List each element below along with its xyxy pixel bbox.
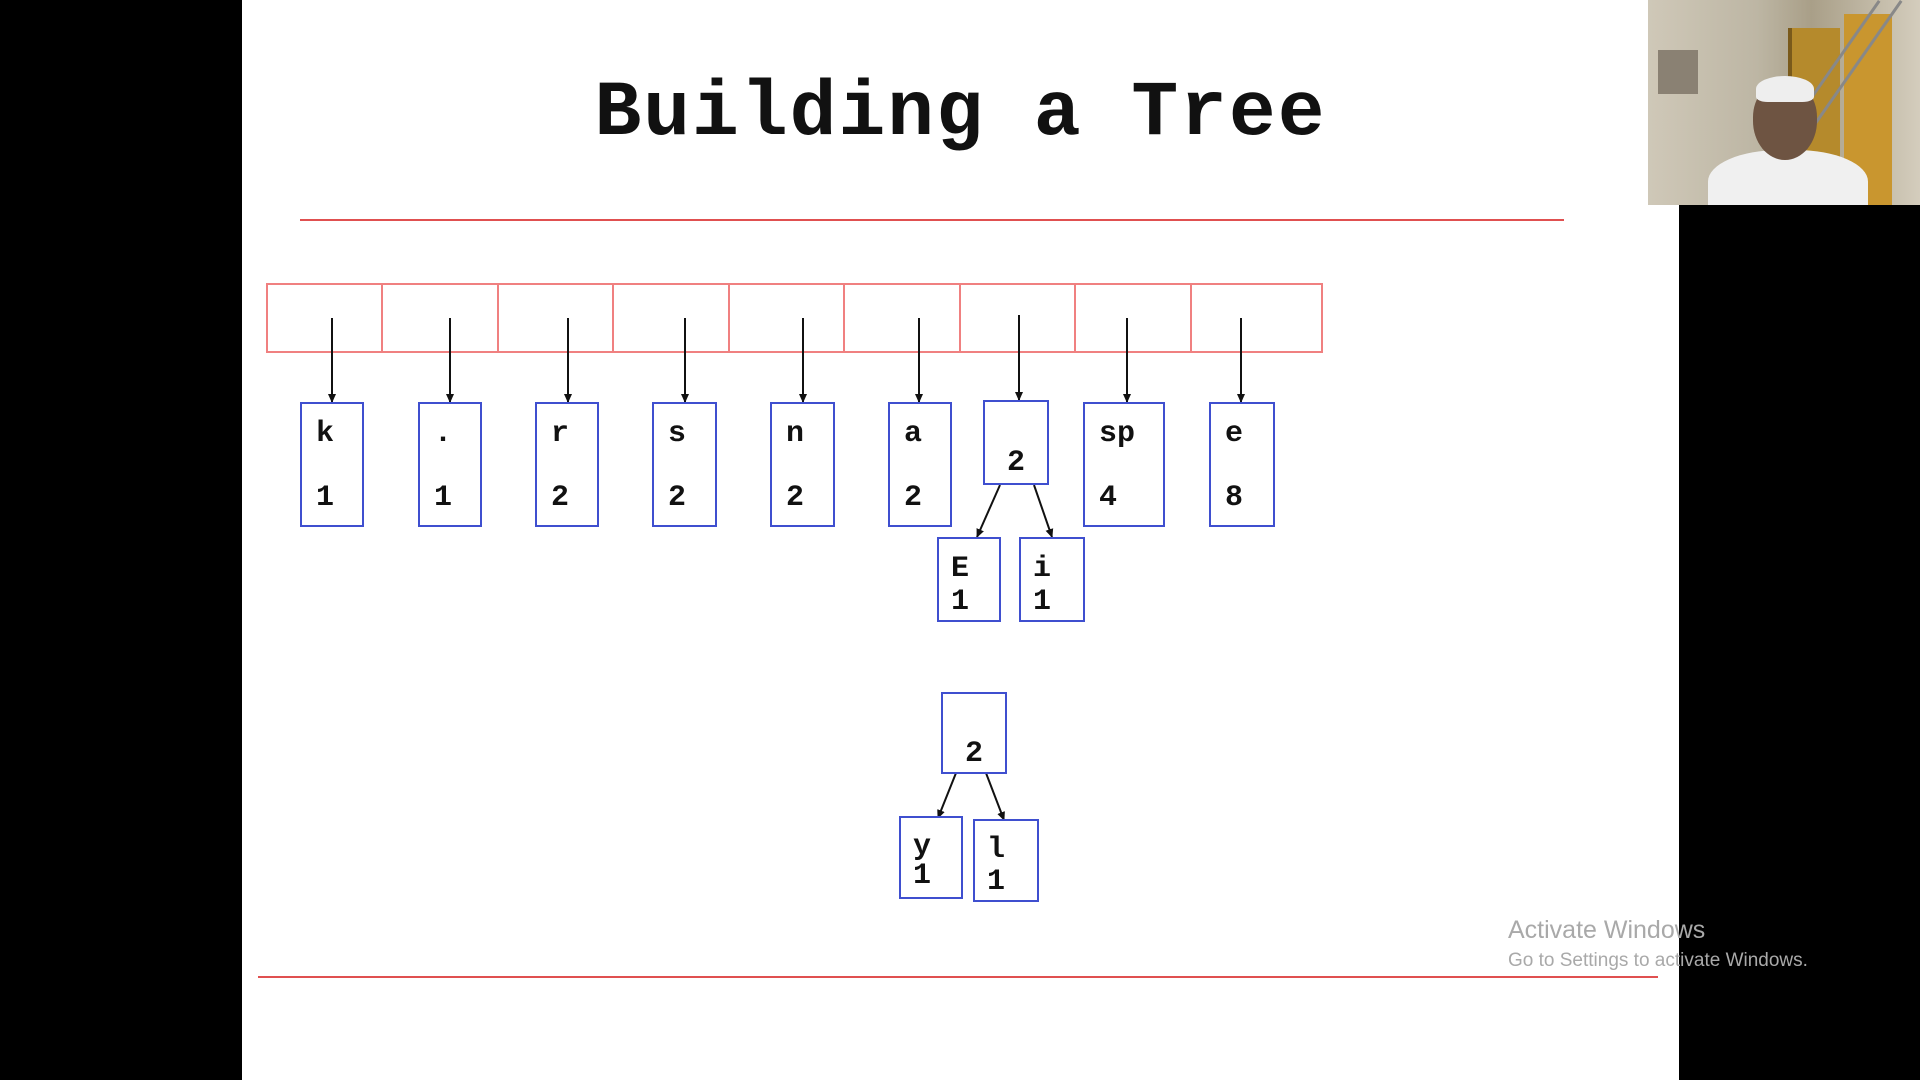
node-count: 2	[786, 481, 805, 515]
leaf-node-n: n 2	[770, 402, 835, 527]
queue-slot	[1190, 283, 1323, 353]
tree-edge	[1033, 484, 1054, 538]
node-symbol: i	[1033, 552, 1052, 586]
leaf-node-r: r 2	[535, 402, 599, 527]
node-count: 1	[987, 865, 1006, 899]
tree-edge	[937, 772, 957, 819]
node-count: 1	[434, 481, 453, 515]
node-symbol: l	[987, 833, 1006, 867]
leaf-node-E: E 1	[937, 537, 1001, 622]
internal-node: 2	[941, 692, 1007, 774]
webcam-video	[1648, 0, 1920, 205]
activation-watermark-title: Activate Windows	[1508, 916, 1706, 944]
top-divider	[300, 219, 1564, 221]
node-symbol: s	[668, 417, 687, 451]
node-symbol: k	[316, 417, 335, 451]
node-count: 1	[316, 481, 335, 515]
leaf-node-dot: . 1	[418, 402, 482, 527]
leaf-node-e: e 8	[1209, 402, 1275, 527]
node-count: 2	[668, 481, 687, 515]
bottom-divider	[258, 976, 1658, 978]
node-count: 4	[1099, 481, 1118, 515]
node-symbol: r	[551, 417, 570, 451]
node-symbol: E	[951, 552, 970, 586]
node-symbol: e	[1225, 417, 1244, 451]
tree-edge	[985, 772, 1005, 821]
node-weight: 2	[1006, 446, 1025, 480]
node-symbol: .	[434, 417, 453, 451]
internal-node: 2	[983, 400, 1049, 485]
node-count: 2	[904, 481, 923, 515]
node-count: 1	[951, 585, 970, 619]
leaf-node-i: i 1	[1019, 537, 1085, 622]
node-count: 8	[1225, 481, 1244, 515]
leaf-node-s: s 2	[652, 402, 717, 527]
leaf-node-y: y 1	[899, 816, 963, 899]
node-weight: 2	[964, 737, 983, 771]
tree-edge	[976, 484, 1001, 538]
node-symbol: a	[904, 417, 923, 451]
node-count: 1	[1033, 585, 1052, 619]
slide-title: Building a Tree	[594, 70, 1327, 158]
node-symbol: sp	[1099, 417, 1136, 451]
leaf-node-k: k 1	[300, 402, 364, 527]
leaf-node-a: a 2	[888, 402, 952, 527]
leaf-node-sp: sp 4	[1083, 402, 1165, 527]
node-count: 2	[551, 481, 570, 515]
leaf-node-l: l 1	[973, 819, 1039, 902]
activation-watermark-subtitle: Go to Settings to activate Windows.	[1508, 950, 1808, 971]
node-symbol: y	[913, 830, 932, 864]
node-count: 1	[913, 859, 932, 893]
node-symbol: n	[786, 417, 805, 451]
